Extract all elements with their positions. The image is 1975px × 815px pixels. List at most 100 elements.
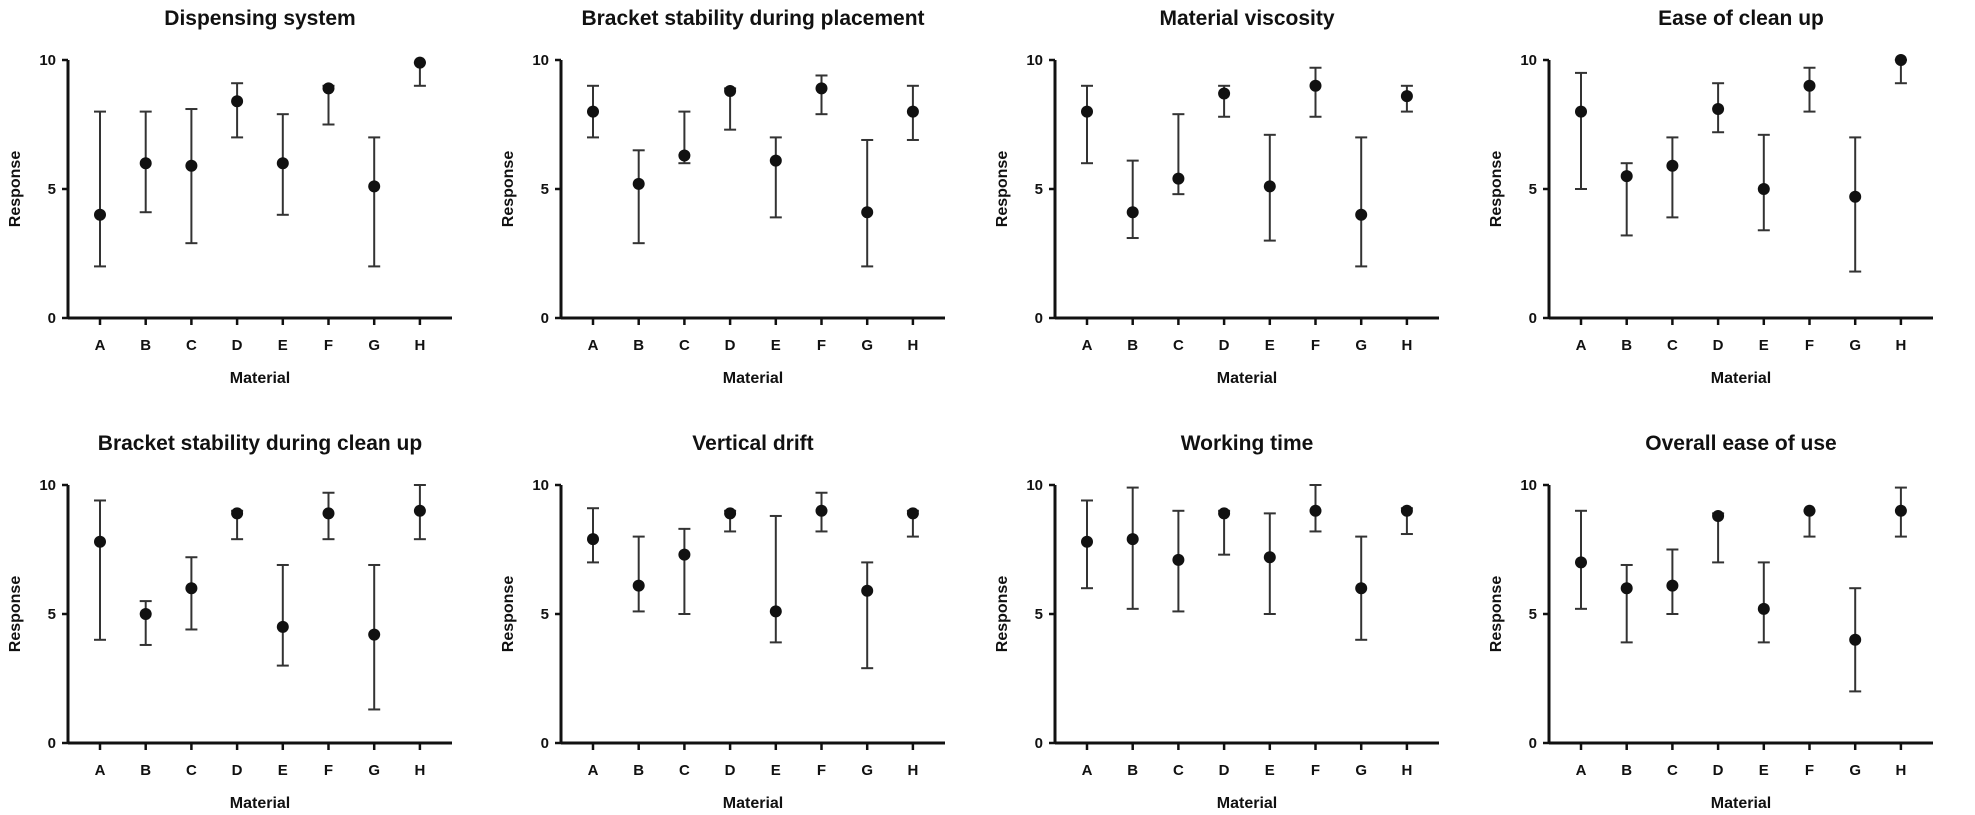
data-point [769, 154, 782, 167]
data-point [1712, 509, 1725, 522]
x-tick-label: G [1355, 762, 1367, 779]
data-point [368, 180, 381, 193]
y-tick-label: 5 [541, 606, 549, 623]
x-tick-label: F [817, 762, 826, 779]
x-axis-label: Material [1217, 795, 1277, 812]
data-point [632, 579, 645, 592]
y-tick-label: 10 [532, 52, 549, 69]
data-point [861, 584, 874, 597]
x-tick-label: F [1311, 762, 1320, 779]
data-point [1666, 159, 1679, 172]
x-tick-label: H [907, 762, 918, 779]
chart-title: Working time [1181, 432, 1314, 455]
data-point [587, 105, 599, 118]
data-point [815, 82, 828, 95]
x-tick-label: E [1265, 337, 1275, 354]
data-point [906, 105, 919, 118]
y-tick-label: 0 [541, 735, 549, 752]
data-point [1803, 79, 1816, 92]
y-axis-label: Response [994, 151, 1011, 228]
data-point [413, 56, 426, 69]
x-tick-label: A [1082, 762, 1093, 779]
data-point [1263, 551, 1276, 564]
x-tick-label: G [368, 762, 380, 779]
x-tick-label: H [414, 337, 425, 354]
x-tick-label: D [725, 337, 736, 354]
y-tick-label: 0 [1035, 310, 1043, 327]
chart-panel: Vertical drift 0 5 10 Response A B C D E F G H Materi… [500, 432, 945, 812]
data-point [678, 149, 691, 162]
data-point [94, 208, 106, 221]
x-tick-label: F [1805, 337, 1814, 354]
data-point [724, 507, 737, 520]
x-tick-label: G [1355, 337, 1367, 354]
y-tick-label: 5 [48, 181, 56, 198]
x-tick-label: F [1805, 762, 1814, 779]
x-tick-label: E [1759, 762, 1769, 779]
x-tick-label: H [1895, 337, 1906, 354]
y-tick-label: 5 [1529, 181, 1537, 198]
data-point [1849, 633, 1862, 646]
x-tick-label: C [186, 337, 197, 354]
x-tick-label: A [588, 762, 599, 779]
chart-panel: Ease of clean up 0 5 10 Response A B C D E F G H Mate… [1488, 7, 1933, 387]
data-point [1263, 180, 1276, 193]
data-point [1803, 504, 1816, 517]
x-tick-label: D [1219, 762, 1230, 779]
x-tick-label: H [1895, 762, 1906, 779]
y-tick-label: 0 [1529, 310, 1537, 327]
x-tick-label: D [232, 762, 243, 779]
data-point [1172, 172, 1185, 185]
x-tick-label: G [368, 337, 380, 354]
data-point [1757, 183, 1770, 195]
chart-panel: Bracket stability during clean up 0 5 10 Res… [7, 432, 452, 812]
data-point [322, 82, 335, 95]
y-axis-label: Response [7, 576, 24, 653]
y-axis-label: Response [500, 151, 517, 228]
data-point [1575, 105, 1587, 118]
data-point [1849, 190, 1862, 203]
data-point [1400, 90, 1413, 103]
data-point [94, 535, 106, 548]
x-axis-label: Material [1217, 370, 1277, 387]
x-tick-label: F [817, 337, 826, 354]
chart-panel: Dispensing system 0 5 10 Response A B C D E F G H Mat… [7, 7, 452, 387]
data-point [185, 159, 198, 172]
x-tick-label: G [861, 762, 873, 779]
data-point [139, 608, 152, 620]
y-tick-label: 0 [1035, 735, 1043, 752]
x-tick-label: F [324, 762, 333, 779]
x-tick-label: C [186, 762, 197, 779]
y-axis-label: Response [7, 151, 24, 228]
x-tick-label: A [95, 762, 106, 779]
x-tick-label: G [1849, 762, 1861, 779]
data-point [678, 548, 691, 561]
data-point [1712, 103, 1725, 116]
data-point [1081, 535, 1093, 548]
x-axis-label: Material [230, 795, 290, 812]
data-point [1575, 556, 1587, 569]
y-tick-label: 10 [532, 477, 549, 494]
x-tick-label: F [1311, 337, 1320, 354]
y-tick-label: 0 [1529, 735, 1537, 752]
data-point [861, 206, 874, 219]
x-tick-label: E [1265, 762, 1275, 779]
chart-panel: Material viscosity 0 5 10 Response A B C D E F G H Ma… [994, 7, 1439, 387]
x-tick-label: H [1401, 337, 1412, 354]
data-point [724, 84, 737, 97]
data-point [1757, 602, 1770, 615]
data-point [1126, 206, 1139, 219]
y-tick-label: 10 [39, 477, 56, 494]
x-tick-label: C [679, 762, 690, 779]
data-point [231, 507, 244, 520]
x-tick-label: G [1849, 337, 1861, 354]
data-point [632, 177, 645, 190]
x-axis-label: Material [1711, 795, 1771, 812]
chart-title: Vertical drift [692, 432, 813, 455]
x-tick-label: E [1759, 337, 1769, 354]
data-point [1894, 54, 1907, 66]
x-tick-label: E [771, 762, 781, 779]
data-point [1620, 170, 1633, 183]
x-tick-label: A [1082, 337, 1093, 354]
x-tick-label: A [1576, 762, 1587, 779]
